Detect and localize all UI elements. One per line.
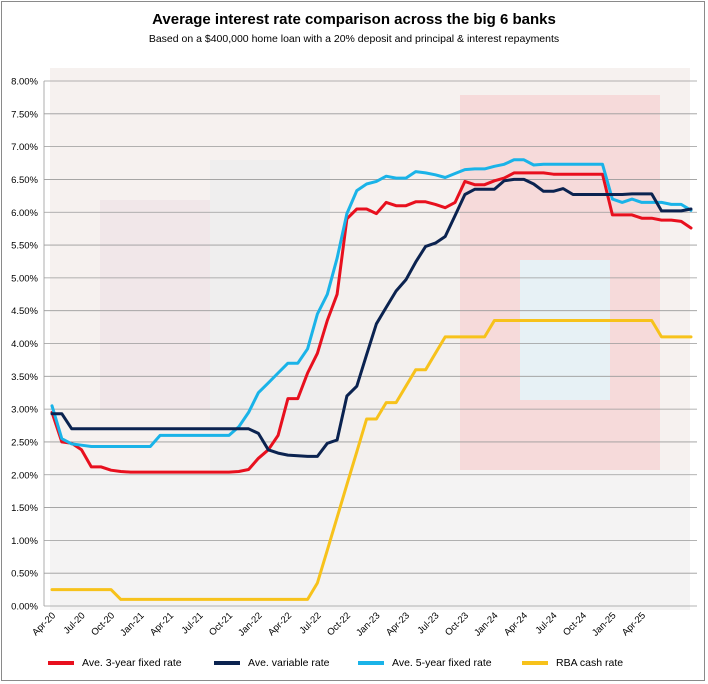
background-block	[520, 260, 610, 400]
background-photo	[50, 68, 690, 610]
y-tick-label: 1.00%	[11, 536, 38, 547]
series-line-fixed5	[50, 158, 693, 448]
x-tick-label: Apr-22	[266, 610, 294, 638]
y-tick-label: 6.00%	[11, 208, 38, 219]
legend-item-fixed5: Ave. 5-year fixed rate	[358, 657, 492, 669]
y-tick-label: 8.00%	[11, 77, 38, 88]
x-tick-label: Oct-20	[89, 610, 117, 638]
series-line-cash	[50, 319, 693, 601]
legend-swatch-variable	[214, 661, 240, 665]
chart-subtitle: Based on a $400,000 home loan with a 20%…	[148, 33, 560, 45]
y-tick-label: 5.50%	[11, 241, 38, 252]
background-block	[330, 230, 460, 490]
legend-swatch-cash	[522, 661, 548, 665]
y-tick-label: 2.50%	[11, 437, 38, 448]
y-tick-label: 6.50%	[11, 175, 38, 186]
legend-item-fixed3: Ave. 3-year fixed rate	[48, 657, 182, 669]
series-line-fixed3	[50, 171, 693, 474]
y-tick-label: 5.00%	[11, 273, 38, 284]
y-tick-label: 2.00%	[11, 470, 38, 481]
x-tick-label: Oct-23	[443, 610, 471, 638]
y-tick-label: 7.50%	[11, 109, 38, 120]
y-tick-label: 0.50%	[11, 569, 38, 580]
x-tick-label: Jan-24	[472, 610, 500, 638]
y-tick-label: 3.50%	[11, 372, 38, 383]
x-tick-label: Jan-23	[354, 610, 382, 638]
x-tick-label: Jul-22	[297, 610, 323, 636]
x-tick-label: Apr-23	[384, 610, 412, 638]
legend-swatch-fixed3	[48, 661, 74, 665]
x-tick-label: Jul-20	[62, 610, 88, 636]
x-tick-label: Apr-24	[502, 610, 530, 638]
y-tick-label: 4.00%	[11, 339, 38, 350]
background-block	[100, 200, 210, 410]
x-tick-label: Oct-21	[207, 610, 235, 638]
legend-label-fixed5: Ave. 5-year fixed rate	[392, 657, 492, 669]
legend-item-variable: Ave. variable rate	[214, 657, 330, 669]
x-axis-ticks: Apr-20 Jul-20 Oct-20 Jan-21 Apr-21 Jul-21 Oct-…	[30, 610, 648, 638]
legend-item-cash: RBA cash rate	[522, 657, 623, 669]
x-tick-label: Jan-22	[236, 610, 264, 638]
x-tick-label: Jul-24	[533, 610, 559, 636]
x-tick-label: Oct-24	[561, 610, 589, 638]
legend-label-fixed3: Ave. 3-year fixed rate	[82, 657, 182, 669]
chart-title: Average interest rate comparison across …	[152, 11, 556, 28]
x-tick-label: Jul-21	[180, 610, 206, 636]
x-tick-label: Oct-22	[325, 610, 353, 638]
x-tick-label: Jan-21	[118, 610, 146, 638]
legend-swatch-fixed5	[358, 661, 384, 665]
y-tick-label: 3.00%	[11, 405, 38, 416]
x-tick-label: Apr-20	[30, 610, 58, 638]
y-tick-label: 4.50%	[11, 306, 38, 317]
background-block	[210, 160, 330, 480]
y-tick-label: 0.00%	[11, 602, 38, 613]
chart-legend: Ave. 3-year fixed rate Ave. variable rat…	[0, 657, 708, 677]
x-tick-label: Apr-21	[148, 610, 176, 638]
legend-label-cash: RBA cash rate	[556, 657, 624, 669]
y-axis-ticks: 0.00% 0.50% 1.00% 1.50% 2.00% 2.50% 3.00% 3.50%…	[11, 77, 38, 613]
x-tick-label: Jan-25	[590, 610, 618, 638]
legend-label-variable: Ave. variable rate	[248, 657, 330, 669]
x-tick-label: Apr-25	[620, 610, 648, 638]
y-tick-label: 1.50%	[11, 503, 38, 514]
y-tick-label: 7.00%	[11, 142, 38, 153]
series-lines	[50, 158, 693, 601]
x-tick-label: Jul-23	[415, 610, 441, 636]
series-line-variable	[50, 177, 693, 458]
